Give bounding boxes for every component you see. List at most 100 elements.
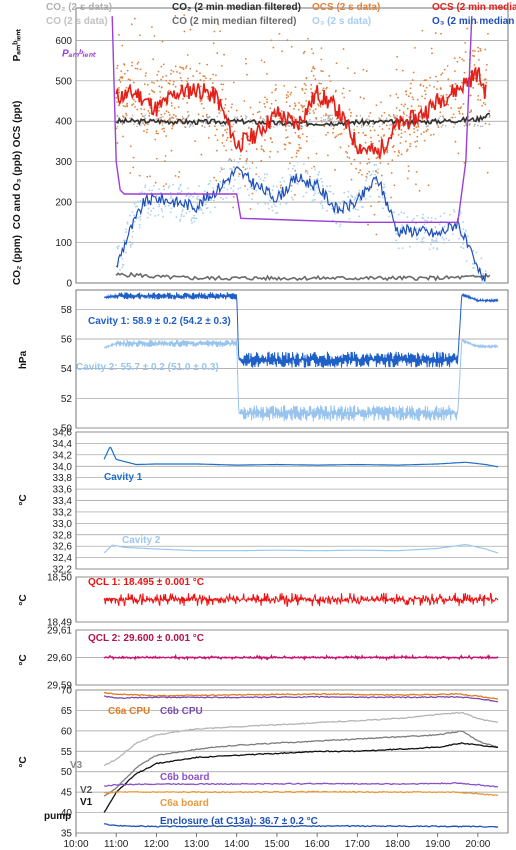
ocs-2s-point (484, 48, 487, 51)
co2-2s-point (330, 125, 332, 127)
ocs-2s-point (161, 40, 164, 43)
ocs-2s-point (225, 131, 228, 134)
o3-2s-point (167, 186, 170, 189)
o3-2s-point (275, 185, 278, 188)
ocs-2s-point (395, 68, 398, 71)
ocs-2s-point (249, 208, 252, 210)
o3-2s-point (248, 167, 251, 170)
o3-2s-point (167, 204, 170, 207)
ocs-2s-point (273, 115, 275, 118)
panel5-y-tick-label: 29,59 (47, 681, 72, 692)
ocs-2s-point (134, 100, 137, 103)
co-2min-filtered-line (115, 271, 491, 282)
o3-2s-point (388, 215, 390, 218)
o3-2s-point (399, 227, 402, 230)
ocs-2s-point (355, 115, 358, 117)
o3-2s-point (354, 196, 357, 199)
o3-2s-point (205, 200, 208, 202)
ocs-2s-point (297, 134, 300, 137)
o3-2s-point (129, 245, 132, 248)
panel1-y-tick-label: 600 (55, 36, 72, 47)
ocs-2s-point (260, 159, 263, 162)
x-tick-label: 16:00 (305, 839, 330, 850)
ocs-2s-point (260, 59, 263, 62)
o3-2s-point (190, 194, 193, 197)
ocs-2s-point (230, 159, 233, 162)
ocs-2s-point (178, 72, 181, 75)
ocs-2s-point (380, 174, 383, 177)
o3-2s-point (377, 168, 379, 171)
o3-2s-point (351, 196, 354, 199)
ocs-2s-point (313, 112, 315, 114)
ocs-2s-point (163, 127, 165, 130)
ocs-2s-point (116, 142, 119, 144)
co2-2s-point (139, 124, 142, 127)
co2-2s-point (260, 115, 262, 118)
electronics-line-v2 (103, 730, 499, 797)
ocs-2s-point (403, 113, 405, 115)
ocs-2s-point (425, 86, 428, 89)
ocs-2s-point (488, 123, 491, 126)
ocs-2s-point (205, 113, 208, 116)
ocs-2s-point (206, 63, 209, 66)
o3-2s-point (332, 192, 335, 195)
co2-2s-point (360, 126, 363, 128)
ocs-2s-point (211, 82, 214, 84)
ocs-2s-point (425, 79, 427, 81)
ocs-2s-point (136, 62, 139, 65)
o3-2s-point (287, 167, 290, 170)
o3-2s-point (237, 161, 240, 164)
ocs-2s-point (174, 65, 177, 68)
o3-2s-point (162, 215, 164, 218)
ocs-2s-point (370, 205, 372, 207)
ocs-2s-point (164, 154, 167, 157)
ocs-2s-point (290, 91, 293, 94)
ocs-2s-point (220, 83, 223, 86)
panel6-y-tick-label: 70 (61, 686, 73, 697)
ocs-2s-point (171, 116, 173, 119)
ocs-2s-point (181, 118, 184, 121)
ocs-2s-point (327, 154, 329, 157)
co2-2s-point (244, 117, 247, 120)
ocs-2s-point (478, 147, 481, 149)
ocs-2s-point (176, 71, 178, 73)
co2-2s-point (381, 123, 384, 125)
panel6-y-tick-label: 40 (61, 808, 73, 819)
ocs-2s-point (416, 140, 419, 143)
ocs-2s-point (154, 181, 157, 184)
o3-2s-point (230, 168, 233, 171)
o3-2s-point (273, 203, 276, 206)
co2-2s-point (182, 120, 185, 123)
o3-2s-point (435, 237, 438, 240)
ocs-2s-point (375, 170, 377, 173)
o3-2s-point (288, 173, 291, 176)
ocs-2s-point (393, 150, 396, 153)
ocs-2s-point (288, 105, 291, 108)
co2-2s-point (366, 124, 368, 127)
co2-2s-point (342, 118, 344, 120)
ocs-2s-point (127, 78, 130, 81)
ocs-2s-point (325, 87, 328, 90)
co2-2s-point (270, 125, 273, 128)
x-tick-label: 17:00 (345, 839, 370, 850)
ocs-2s-point (289, 142, 292, 145)
ocs-2s-point (320, 58, 323, 61)
o3-2s-point (306, 172, 309, 175)
panel5-y-tick-label: 29,60 (47, 653, 72, 664)
ocs-2s-point (137, 61, 140, 64)
o3-2s-point (232, 185, 235, 188)
ocs-2s-point (312, 74, 315, 77)
o3-2s-point (220, 166, 223, 169)
ocs-2min-filtered-line (115, 67, 487, 159)
o3-2s-point (452, 233, 454, 235)
o3-2s-point (222, 183, 225, 186)
ocs-2s-point (251, 192, 254, 195)
ocs-2s-point (173, 107, 176, 109)
ocs-2s-point (290, 45, 293, 48)
o3-2s-point (482, 273, 485, 276)
ocs-2s-point (389, 94, 392, 97)
co2-2s-point (221, 125, 224, 127)
ocs-2s-point (427, 184, 430, 187)
o3-2s-point (433, 240, 435, 242)
o3-2s-point (234, 179, 236, 181)
